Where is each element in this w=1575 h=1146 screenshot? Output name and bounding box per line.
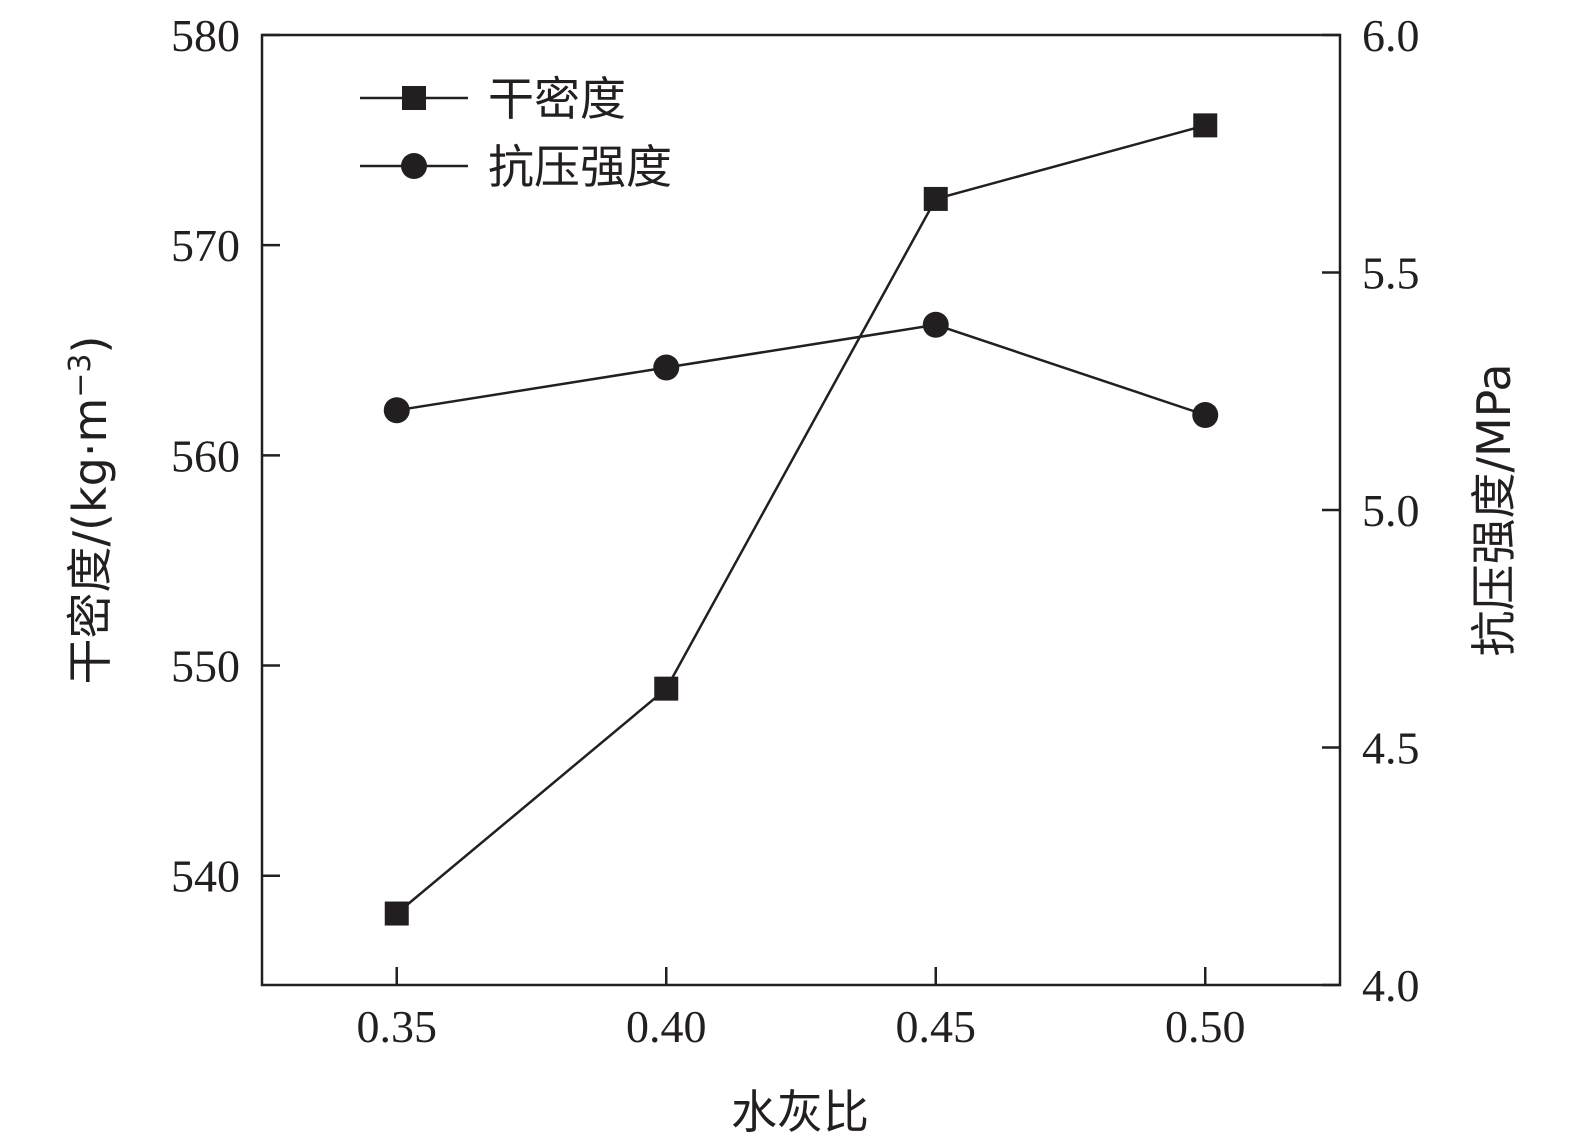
data-point-square [654, 676, 679, 701]
x-tick-label: 0.40 [626, 1001, 707, 1052]
left-y-tick-label: 580 [171, 10, 240, 61]
right-y-tick-label: 5.5 [1362, 248, 1420, 299]
x-tick-label: 0.50 [1165, 1001, 1246, 1052]
series-line-dry-density [395, 124, 1206, 915]
legend-label-dry-density: 干密度 [488, 72, 626, 126]
x-tick-label: 0.35 [357, 1001, 438, 1052]
left-axis-title-superscript: −3 [63, 354, 98, 398]
legend-marker-square [402, 86, 426, 110]
right-y-tick-label: 4.0 [1362, 960, 1420, 1011]
left-axis-title: 干密度/(kg·m−3) [63, 336, 117, 685]
left-axis-title-main: 干密度/(kg·m [63, 398, 117, 685]
left-y-tick-label: 550 [171, 641, 240, 692]
plot-frame [260, 33, 1342, 987]
right-y-tick-label: 5.0 [1362, 485, 1420, 536]
left-y-tick-label: 560 [171, 430, 240, 481]
legend: 干密度 抗压强度 [360, 72, 672, 194]
right-axis-title: 抗压强度/MPa [1467, 363, 1521, 656]
left-y-tick-label: 540 [171, 851, 240, 902]
left-axis-title-close: ) [63, 336, 117, 354]
legend-label-compressive-strength: 抗压强度 [488, 140, 672, 194]
right-y-tick-label: 6.0 [1362, 10, 1420, 61]
data-point-circle [383, 397, 410, 424]
ticks-layer: 0.35 0.40 0.45 0.50 540 550 560 570 580 4.0 4.5 5.0… [171, 10, 1420, 1052]
data-point-circle [653, 354, 680, 381]
series-line-compressive-strength [396, 323, 1206, 417]
data-point-square [1193, 113, 1218, 138]
data-point-circle [1192, 402, 1219, 428]
left-y-tick-label: 570 [171, 220, 240, 271]
x-tick-label: 0.45 [896, 1001, 977, 1052]
data-point-circle [922, 311, 949, 338]
series-layer [383, 113, 1219, 926]
legend-marker-circle [401, 153, 427, 179]
data-point-square [923, 186, 948, 211]
right-y-tick-label: 4.5 [1362, 723, 1420, 774]
x-axis-title: 水灰比 [731, 1085, 869, 1139]
data-point-square [384, 901, 409, 926]
